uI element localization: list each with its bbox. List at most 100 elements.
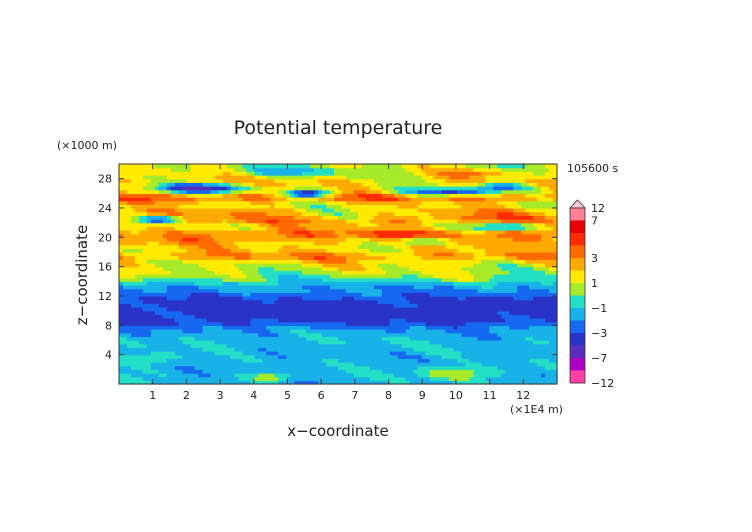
heatmap-cell [318,354,323,359]
heatmap-cell [525,321,530,326]
heatmap-cell [353,318,359,323]
heatmap-cell [218,277,224,282]
heatmap-cell [433,299,439,304]
heatmap-cell [421,226,427,231]
heatmap-cell [234,332,240,337]
heatmap-cell [537,252,542,257]
heatmap-cell [365,336,371,341]
heatmap-cell [477,270,482,275]
heatmap-cell [445,299,451,304]
heatmap-cell [138,233,144,238]
heatmap-cell [178,321,184,326]
heatmap-cell [433,340,439,345]
heatmap-cell [449,296,455,301]
heatmap-cell [126,285,132,290]
heatmap-cell [445,274,451,279]
heatmap-cell [357,285,363,290]
heatmap-cell [357,277,363,282]
heatmap-cell [130,325,136,330]
heatmap-cell [365,299,371,304]
heatmap-cell [142,292,148,297]
heatmap-cell [533,299,538,304]
heatmap-cell [146,314,152,319]
heatmap-cell [222,332,228,337]
heatmap-cell [393,281,399,286]
heatmap-cell [254,215,259,220]
heatmap-cell [413,299,419,304]
heatmap-cell [501,354,506,359]
heatmap-cell [258,222,263,227]
heatmap-cell [119,222,124,227]
heatmap-cell [270,230,275,235]
heatmap-cell [338,266,343,271]
heatmap-cell [461,310,467,315]
heatmap-cell [174,255,180,260]
heatmap-cell [385,332,391,337]
heatmap-cell [501,325,506,330]
heatmap-cell [166,369,172,374]
heatmap-cell [345,230,351,235]
heatmap-cell [230,373,236,378]
heatmap-cell [186,292,192,297]
heatmap-cell [525,292,530,297]
heatmap-cell [338,244,343,249]
heatmap-cell [517,252,522,257]
heatmap-cell [298,329,303,334]
heatmap-cell [353,307,359,312]
heatmap-cell [126,226,132,231]
heatmap-cell [357,307,363,312]
heatmap-cell [513,314,518,319]
heatmap-cell [509,288,514,293]
heatmap-cell [433,259,439,264]
heatmap-cell [254,336,259,341]
heatmap-cell [553,252,558,257]
heatmap-cell [146,226,152,231]
heatmap-cell [485,369,490,374]
heatmap-cell [122,285,128,290]
heatmap-cell [142,376,148,381]
heatmap-cell [469,373,474,378]
heatmap-cell [341,329,347,334]
heatmap-cell [258,219,263,224]
heatmap-cell [461,380,467,385]
heatmap-cell [345,259,351,264]
heatmap-cell [122,241,128,246]
heatmap-cell [417,288,423,293]
heatmap-cell [250,226,255,231]
heatmap-cell [497,263,502,268]
heatmap-cell [449,299,455,304]
heatmap-cell [353,285,359,290]
heatmap-cell [122,354,128,359]
heatmap-cell [517,292,522,297]
heatmap-cell [130,310,136,315]
heatmap-cell [413,362,419,367]
heatmap-cell [230,248,236,253]
heatmap-cell [126,248,132,253]
heatmap-cell [397,252,403,257]
heatmap-cell [334,373,339,378]
heatmap-cell [465,373,470,378]
heatmap-cell [146,259,152,264]
heatmap-cell [126,237,132,242]
heatmap-cell [119,376,124,381]
heatmap-cell [537,241,542,246]
heatmap-cell [166,325,172,330]
heatmap-cell [541,358,546,363]
heatmap-cell [294,215,299,220]
heatmap-cell [258,237,263,242]
heatmap-cell [397,237,403,242]
heatmap-cell [334,230,339,235]
heatmap-cell [429,351,435,356]
heatmap-cell [445,292,451,297]
heatmap-cell [310,310,315,315]
heatmap-cell [437,299,443,304]
heatmap-cell [122,281,128,286]
heatmap-cell [477,299,482,304]
heatmap-cell [314,376,319,381]
heatmap-cell [286,369,291,374]
heatmap-cell [206,296,212,301]
heatmap-cell [282,266,287,271]
heatmap-cell [286,222,291,227]
heatmap-cell [541,380,546,385]
heatmap-cell [401,266,407,271]
